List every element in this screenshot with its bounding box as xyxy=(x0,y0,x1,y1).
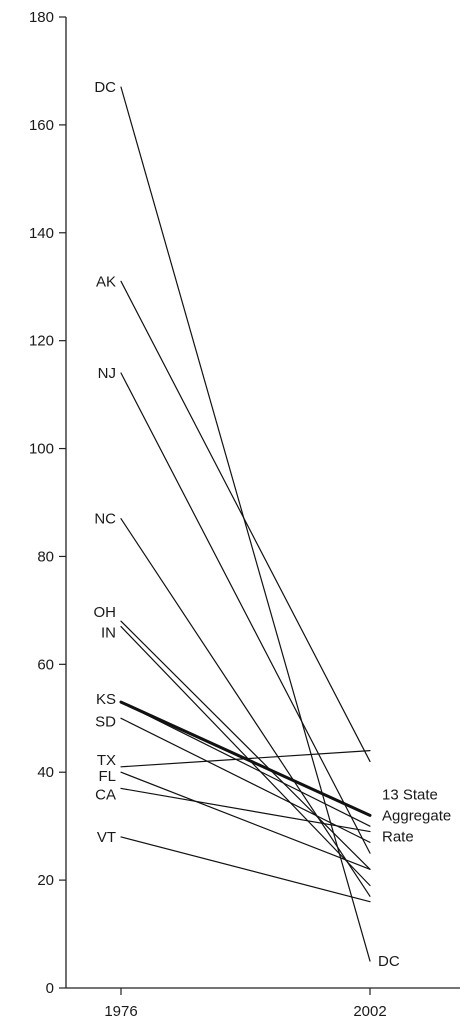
x-tick-label: 1976 xyxy=(104,1003,137,1020)
y-tick-label: 80 xyxy=(37,548,54,565)
y-tick-label: 20 xyxy=(37,872,54,889)
end-label-dc: DC xyxy=(378,953,400,970)
start-label-ca: CA xyxy=(95,786,116,803)
y-tick-label: 60 xyxy=(37,656,54,673)
start-label-ak: AK xyxy=(96,273,116,290)
y-tick-label: 160 xyxy=(29,117,54,134)
start-label-sd: SD xyxy=(95,713,116,730)
series-line-in xyxy=(120,625,371,887)
series-line-ak xyxy=(120,280,371,763)
series-line-vt xyxy=(120,836,371,903)
start-label-nj: NJ xyxy=(98,365,116,382)
axes: 0 20 40 60 80 100 120 140 160 180 1976 2002 xyxy=(29,9,460,1020)
aggregate-label-line: Rate xyxy=(382,828,414,845)
series-line-ks xyxy=(120,701,371,827)
series-line-sd xyxy=(120,717,371,843)
y-tick-label: 140 xyxy=(29,225,54,242)
y-tick-label: 40 xyxy=(37,764,54,781)
aggregate-label-line: 13 State xyxy=(382,786,438,803)
start-label-nc: NC xyxy=(94,511,116,528)
start-label-ks: KS xyxy=(96,691,116,708)
x-tick-label: 2002 xyxy=(353,1003,386,1020)
series-line-nc xyxy=(120,518,371,897)
series-line-nj xyxy=(120,372,371,854)
start-label-dc: DC xyxy=(94,79,116,96)
series-lines xyxy=(119,86,372,962)
start-label-vt: VT xyxy=(97,829,116,846)
start-label-fl: FL xyxy=(98,768,116,785)
y-tick-label: 0 xyxy=(46,980,54,997)
start-label-tx: TX xyxy=(97,752,116,769)
series-line-dc xyxy=(120,86,371,962)
aggregate-label-line: Aggregate xyxy=(382,807,451,824)
start-label-in: IN xyxy=(101,625,116,642)
series-line-ca xyxy=(120,787,371,833)
series-line-oh xyxy=(120,620,371,870)
start-label-oh: OH xyxy=(94,604,117,621)
y-tick-label: 180 xyxy=(29,9,54,26)
y-tick-label: 120 xyxy=(29,333,54,350)
y-tick-label: 100 xyxy=(29,441,54,458)
aggregate-line xyxy=(119,700,372,817)
series-line-fl xyxy=(120,771,371,870)
